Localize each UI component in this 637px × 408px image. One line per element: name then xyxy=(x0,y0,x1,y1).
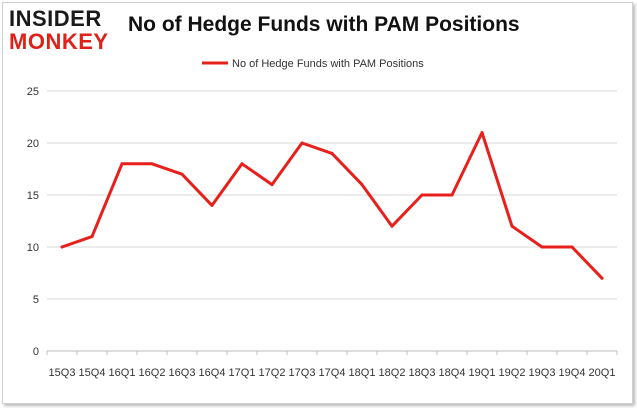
data-point xyxy=(570,245,574,249)
x-tick-label: 20Q1 xyxy=(589,367,616,379)
x-tick-label: 17Q3 xyxy=(289,367,316,379)
data-point xyxy=(90,235,94,239)
data-point xyxy=(480,131,484,135)
x-tick-label: 17Q2 xyxy=(259,367,286,379)
logo-line-insider: INSIDER xyxy=(9,6,102,31)
y-tick-label: 0 xyxy=(33,346,39,358)
x-tick-label: 16Q1 xyxy=(109,367,136,379)
legend-label: No of Hedge Funds with PAM Positions xyxy=(232,58,424,70)
x-tick-label: 19Q1 xyxy=(469,367,496,379)
data-point xyxy=(270,183,274,187)
x-tick-label: 15Q3 xyxy=(49,367,76,379)
x-tick-label: 18Q3 xyxy=(409,367,436,379)
data-point xyxy=(210,203,214,207)
data-point xyxy=(150,162,154,166)
x-tick-label: 19Q3 xyxy=(529,367,556,379)
data-point xyxy=(60,245,64,249)
logo-line-monkey: MONKEY xyxy=(9,29,109,54)
x-tick-label: 16Q2 xyxy=(139,367,166,379)
data-point xyxy=(540,245,544,249)
x-tick-label: 16Q3 xyxy=(169,367,196,379)
x-tick-label: 15Q4 xyxy=(79,367,106,379)
data-point xyxy=(420,193,424,197)
data-point xyxy=(450,193,454,197)
x-tick-label: 18Q1 xyxy=(349,367,376,379)
insider-monkey-logo: INSIDER MONKEY xyxy=(9,8,119,54)
chart-title: No of Hedge Funds with PAM Positions xyxy=(128,13,520,36)
data-point xyxy=(120,162,124,166)
y-tick-label: 25 xyxy=(27,86,39,98)
y-tick-label: 5 xyxy=(33,294,39,306)
x-tick-label: 19Q2 xyxy=(499,367,526,379)
x-tick-label: 19Q4 xyxy=(559,367,586,379)
y-tick-label: 10 xyxy=(27,242,39,254)
x-tick-label: 18Q2 xyxy=(379,367,406,379)
data-point xyxy=(180,172,184,176)
data-point xyxy=(300,141,304,145)
x-tick-label: 17Q1 xyxy=(229,367,256,379)
x-tick-label: 17Q4 xyxy=(319,367,346,379)
x-tick-label: 16Q4 xyxy=(199,367,226,379)
data-point xyxy=(330,151,334,155)
data-point xyxy=(510,224,514,228)
data-point xyxy=(390,224,394,228)
data-point xyxy=(600,276,604,280)
y-tick-label: 20 xyxy=(27,138,39,150)
x-tick-label: 18Q4 xyxy=(439,367,466,379)
data-point xyxy=(240,162,244,166)
y-tick-label: 15 xyxy=(27,190,39,202)
data-point xyxy=(360,183,364,187)
